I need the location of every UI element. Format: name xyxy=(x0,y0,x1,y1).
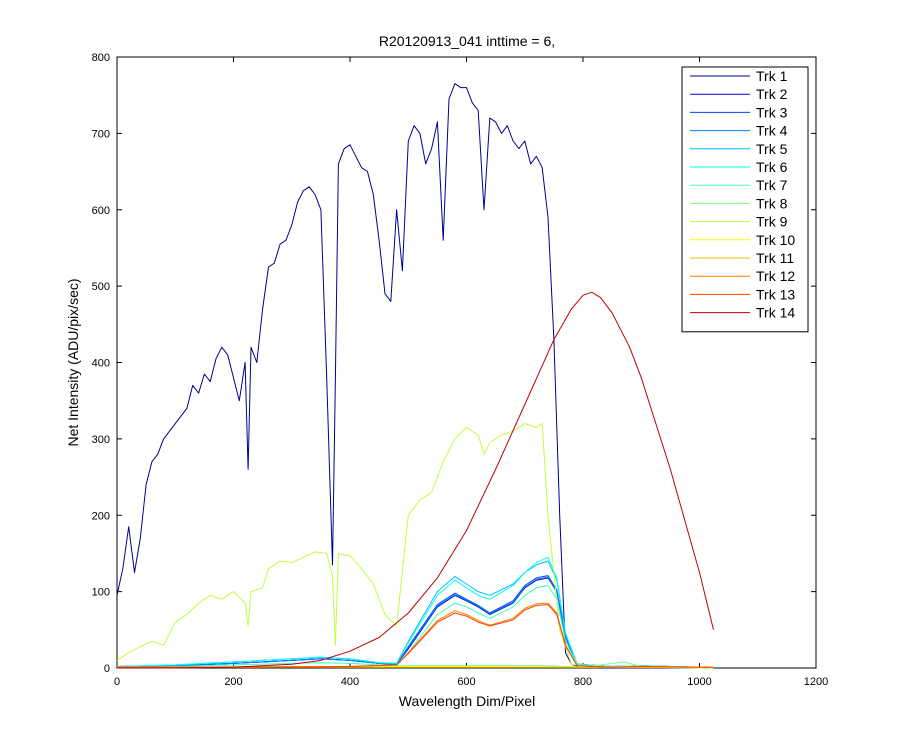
legend-entry-label: Trk 9 xyxy=(756,214,788,230)
y-tick-label: 200 xyxy=(92,510,110,522)
legend-box xyxy=(681,66,809,333)
x-tick-label: 0 xyxy=(114,676,120,688)
legend-entry-label: Trk 8 xyxy=(756,195,788,211)
legend-entry-label: Trk 4 xyxy=(756,123,788,139)
series-layer xyxy=(116,83,714,669)
series-line-trk-1 xyxy=(116,83,714,669)
x-axis-ticks: 0 200 400 600 800 1000 1200 xyxy=(114,57,828,688)
legend: Trk 1 Trk 2 Trk 3 Trk 4 Trk 5 Trk 6 Trk 7 Trk 8… xyxy=(681,66,809,333)
legend-entry-label: Trk 1 xyxy=(756,68,788,84)
y-tick-label: 500 xyxy=(92,281,110,293)
y-tick-label: 800 xyxy=(92,52,110,64)
y-tick-label: 600 xyxy=(92,205,110,217)
legend-entry-label: Trk 12 xyxy=(756,268,795,284)
series-line-trk-13 xyxy=(117,604,714,668)
x-tick-label: 400 xyxy=(341,676,359,688)
y-tick-label: 100 xyxy=(92,587,110,599)
x-tick-label: 200 xyxy=(224,676,242,688)
x-tick-label: 600 xyxy=(457,676,475,688)
y-tick-label: 300 xyxy=(92,434,110,446)
y-tick-label: 0 xyxy=(104,663,110,675)
x-tick-label: 1200 xyxy=(804,676,828,688)
legend-entry-label: Trk 7 xyxy=(756,177,788,193)
series-line-trk-9 xyxy=(116,423,714,669)
x-axis-label: Wavelength Dim/Pixel xyxy=(399,693,535,709)
x-tick-label: 800 xyxy=(574,676,592,688)
chart-title: R20120913_041 inttime = 6, xyxy=(379,33,555,49)
y-axis-ticks: 0 100 200 300 400 500 600 700 800 xyxy=(92,52,816,675)
x-tick-label: 1000 xyxy=(687,676,711,688)
y-tick-label: 700 xyxy=(92,128,110,140)
legend-entry-label: Trk 11 xyxy=(756,250,794,266)
legend-entry-label: Trk 5 xyxy=(756,141,788,157)
series-line-trk-14 xyxy=(117,291,714,669)
legend-entry-label: Trk 2 xyxy=(756,86,788,102)
legend-entry-label: Trk 10 xyxy=(756,232,795,248)
series-line-trk-8 xyxy=(117,661,714,668)
y-axis-label: Net Intensity (ADU/pix/sec) xyxy=(65,278,81,446)
legend-entry-label: Trk 3 xyxy=(756,104,788,120)
legend-entry-label: Trk 6 xyxy=(756,159,788,175)
y-tick-label: 400 xyxy=(92,358,110,370)
legend-entry-label: Trk 13 xyxy=(756,286,795,302)
legend-entry-label: Trk 14 xyxy=(756,305,795,321)
